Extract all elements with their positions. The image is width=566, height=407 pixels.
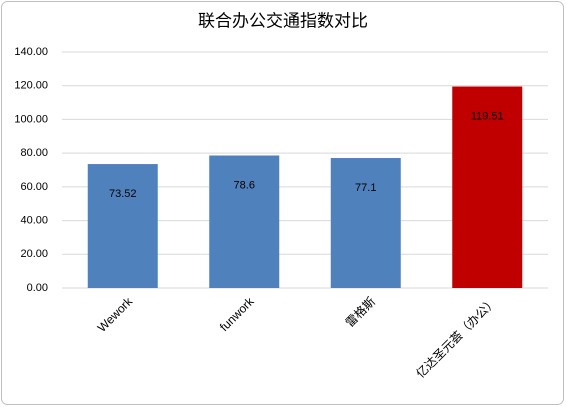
chart-title: 联合办公交通指数对比 bbox=[198, 11, 368, 30]
y-tick-label: 80.00 bbox=[20, 147, 48, 159]
y-tick-label: 100.00 bbox=[14, 113, 48, 125]
data-label: 73.52 bbox=[109, 188, 137, 200]
bar bbox=[87, 164, 158, 288]
y-tick-label: 20.00 bbox=[20, 248, 48, 260]
data-label: 77.1 bbox=[355, 182, 376, 194]
y-tick-label: 0.00 bbox=[27, 282, 48, 294]
y-tick-label: 60.00 bbox=[20, 181, 48, 193]
y-tick-label: 140.00 bbox=[14, 46, 48, 58]
data-label: 78.6 bbox=[234, 179, 255, 191]
y-tick-label: 120.00 bbox=[14, 80, 48, 92]
bar bbox=[330, 158, 401, 288]
bar bbox=[452, 86, 523, 288]
data-label: 119.51 bbox=[471, 110, 504, 122]
bar bbox=[209, 155, 280, 288]
y-tick-label: 40.00 bbox=[20, 214, 48, 226]
